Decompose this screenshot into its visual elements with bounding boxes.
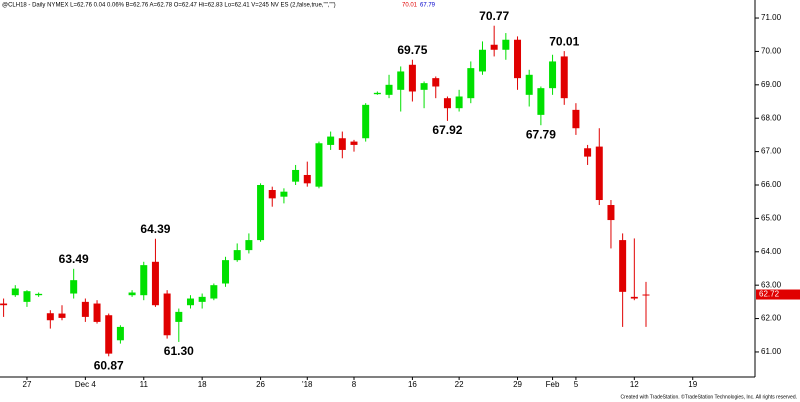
candle-body: [338, 138, 346, 150]
candle-body: [420, 83, 428, 90]
y-tick-label: 68.00: [761, 113, 782, 122]
candle-body: [373, 92, 381, 95]
candle-body: [116, 326, 124, 341]
y-tick-label: 67.00: [761, 147, 782, 156]
x-tick-label: 16: [408, 380, 417, 389]
candle-body: [280, 191, 288, 197]
x-tick-label: '18: [302, 380, 313, 389]
candle-body: [537, 88, 545, 115]
low-label: 60.87: [94, 358, 124, 372]
candle-body: [163, 293, 171, 336]
candle-body: [268, 190, 276, 199]
candle-body: [210, 285, 218, 299]
y-tick-label: 65.00: [761, 213, 782, 222]
candle-body: [198, 296, 206, 302]
x-tick-label: 8: [352, 380, 357, 389]
candle-body: [549, 61, 557, 89]
candle-body: [245, 240, 253, 251]
last-price-box: [756, 289, 800, 300]
x-tick-label: 26: [256, 380, 265, 389]
y-tick-label: 61.00: [761, 347, 782, 356]
y-tick-label: 66.00: [761, 180, 782, 189]
x-tick-label: Dec 4: [75, 380, 96, 389]
candle-body: [560, 56, 568, 99]
high-label: 63.49: [59, 252, 89, 266]
candle-body: [233, 250, 241, 261]
x-tick-label: 5: [574, 380, 579, 389]
candle-body: [350, 141, 358, 145]
x-tick-label: 18: [198, 380, 207, 389]
high-label: 64.39: [140, 222, 170, 236]
y-tick-label: 70.00: [761, 47, 782, 56]
high-label: 70.77: [479, 9, 509, 23]
candle-body: [572, 109, 580, 129]
candle-body: [443, 98, 451, 109]
x-tick-label: 29: [513, 380, 522, 389]
low-label: 67.79: [526, 127, 556, 141]
y-tick-label: 62.00: [761, 314, 782, 323]
candle-body: [584, 148, 592, 157]
candle-body: [525, 74, 533, 95]
candle-body: [514, 39, 522, 79]
y-tick-label: 64.00: [761, 247, 782, 256]
candle-body: [105, 315, 113, 354]
low-label: 67.92: [432, 123, 462, 137]
candle-body: [607, 205, 615, 221]
chart-title: @CLH18 - Daily NYMEX L=62.76 0.04 0.06% …: [2, 3, 336, 9]
candle-body: [315, 143, 323, 187]
candle-body: [455, 96, 463, 109]
candle-body: [467, 68, 475, 99]
candle-body: [81, 301, 89, 317]
candle-body: [93, 303, 101, 322]
high-label: 69.75: [397, 43, 427, 57]
candle-body: [490, 44, 498, 50]
x-tick-label: Feb: [546, 380, 560, 389]
candle-body: [432, 78, 440, 87]
title-high: 70.01: [402, 3, 418, 9]
candle-body: [642, 294, 650, 296]
x-tick-label: 12: [630, 380, 639, 389]
x-tick-label: 22: [455, 380, 464, 389]
low-label: 61.30: [164, 344, 194, 358]
candle-body: [140, 265, 148, 296]
candle-body: [11, 288, 19, 296]
candle-body: [327, 136, 335, 145]
credit: Created with TradeStation. ©TradeStation…: [620, 393, 797, 400]
candle-body: [362, 104, 370, 139]
title-low: 67.79: [420, 3, 436, 9]
x-tick-label: 11: [140, 380, 149, 389]
candle-body: [478, 49, 486, 72]
candle-body: [630, 296, 638, 299]
candle-body: [619, 240, 627, 292]
candle-body: [502, 39, 510, 50]
candle-body: [151, 261, 159, 306]
last-price-label: 62.72: [759, 290, 780, 299]
x-tick-label: 19: [688, 380, 697, 389]
candle-body: [186, 298, 194, 306]
y-tick-label: 63.00: [761, 280, 782, 289]
candle-body: [46, 313, 54, 321]
y-tick-label: 69.00: [761, 80, 782, 89]
candle-body: [0, 303, 8, 306]
high-label: 70.01: [549, 34, 579, 48]
candle-body: [257, 184, 265, 241]
candle-body: [222, 260, 230, 284]
candle-body: [292, 169, 300, 182]
y-tick-label: 71.00: [761, 13, 782, 22]
candle-body: [128, 292, 136, 296]
candle-body: [35, 293, 43, 296]
candle-body: [70, 280, 78, 294]
candle-body: [175, 311, 183, 322]
candle-body: [408, 64, 416, 92]
candle-body: [397, 71, 405, 90]
candle-body: [23, 291, 31, 302]
candle-body: [303, 174, 311, 184]
candle-body: [385, 84, 393, 95]
candle-body: [58, 313, 66, 318]
candle-body: [595, 146, 603, 201]
x-tick-label: 27: [23, 380, 32, 389]
